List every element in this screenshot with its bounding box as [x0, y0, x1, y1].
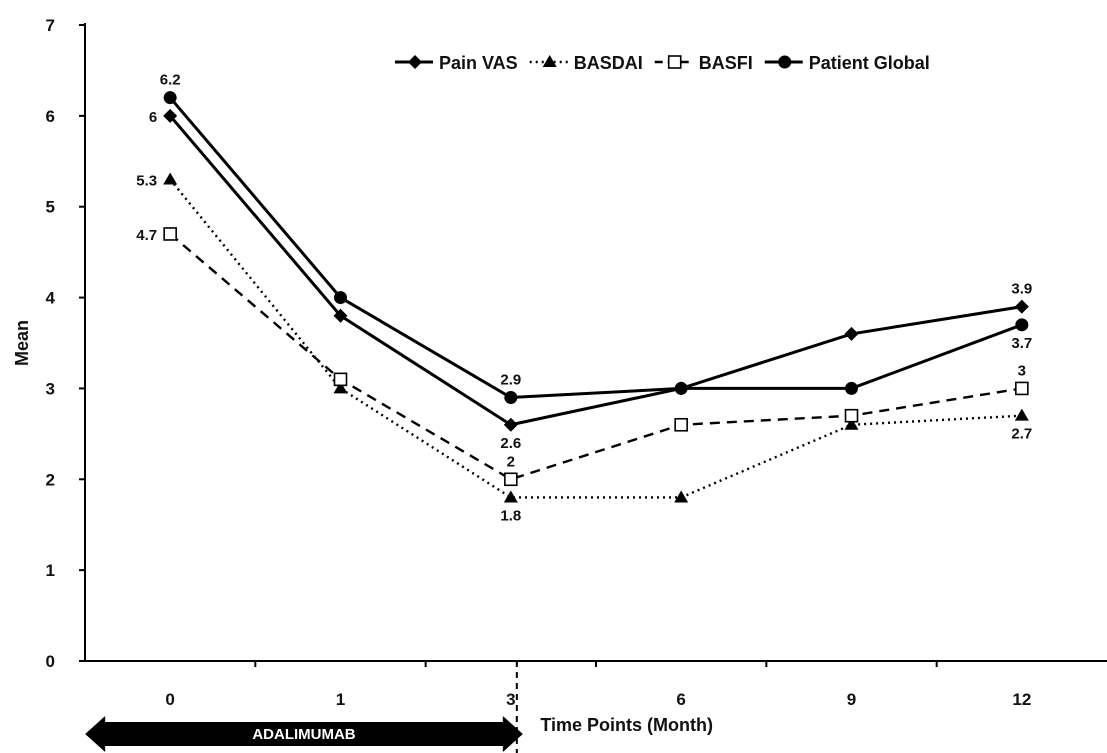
y-tick-label: 1	[46, 561, 55, 580]
x-tick-label: 0	[165, 690, 174, 709]
data-point-marker	[844, 326, 859, 341]
data-label: 2	[507, 453, 515, 470]
series-line	[169, 96, 1023, 400]
data-point-marker	[163, 172, 178, 185]
treatment-band-label: ADALIMUMAB	[252, 726, 355, 743]
series-patient-global	[163, 91, 1029, 405]
legend-label: BASFI	[699, 53, 753, 73]
x-tick-label: 3	[506, 690, 515, 709]
legend-marker-swatch	[542, 55, 557, 67]
series-basdai	[163, 172, 1029, 503]
legend-marker-swatch	[778, 55, 792, 69]
data-point-marker	[163, 91, 177, 105]
data-label: 3	[1018, 362, 1026, 379]
series-basfi	[163, 227, 1029, 487]
data-point-marker	[334, 291, 347, 305]
x-tick-label: 9	[847, 690, 856, 709]
data-point-marker	[163, 227, 177, 241]
data-point-marker	[844, 408, 859, 423]
data-point-marker	[674, 381, 688, 395]
data-label: 4.7	[136, 227, 157, 244]
x-tick-label: 6	[676, 690, 685, 709]
data-point-marker	[844, 417, 859, 430]
data-label: 6.2	[160, 72, 181, 89]
data-point-marker	[504, 391, 518, 405]
y-tick-label: 6	[46, 107, 55, 126]
y-tick-label: 4	[46, 289, 56, 308]
data-point-marker	[333, 372, 348, 387]
legend: Pain VAS BASDAI BASFI Patient Global	[395, 53, 930, 73]
legend-label: Patient Global	[809, 53, 930, 73]
y-tick-label: 0	[46, 652, 55, 671]
legend-item: BASFI	[654, 53, 753, 73]
y-tick-label: 2	[46, 470, 55, 489]
data-label: 6	[149, 109, 157, 126]
y-tick-label: 7	[46, 16, 55, 35]
treatment-band: ADALIMUMAB	[85, 716, 523, 752]
data-label: 1.8	[500, 507, 521, 524]
data-label: 3.7	[1011, 335, 1032, 352]
legend-marker-swatch	[667, 55, 682, 69]
y-tick-label: 5	[46, 198, 55, 217]
data-point-marker	[503, 490, 518, 503]
series-pain-vas	[163, 108, 1029, 432]
data-label: 3.9	[1011, 281, 1032, 298]
treatment-band-arrow	[85, 716, 523, 752]
series-line	[169, 114, 1023, 427]
data-label: 2.6	[500, 435, 521, 452]
x-axis-title: Time Points (Month)	[540, 715, 713, 735]
data-point-marker	[163, 108, 178, 123]
data-point-marker	[504, 472, 518, 487]
data-point-marker	[845, 381, 858, 395]
data-label: 5.3	[136, 172, 157, 189]
data-point-marker	[333, 381, 348, 394]
legend-item: BASDAI	[529, 53, 643, 73]
legend-item: Pain VAS	[395, 53, 518, 73]
legend-marker-swatch	[408, 55, 422, 69]
data-label: 2.7	[1011, 426, 1032, 443]
series-line	[169, 233, 1023, 481]
legend-label: BASDAI	[574, 53, 643, 73]
data-point-marker	[674, 490, 689, 503]
data-point-marker	[1015, 318, 1029, 332]
data-point-marker	[1014, 408, 1029, 421]
series-line	[169, 178, 1022, 499]
data-label: 2.9	[500, 372, 521, 389]
x-tick-label: 12	[1012, 690, 1031, 709]
data-point-marker	[503, 417, 518, 432]
data-point-marker	[333, 308, 348, 323]
x-tick-label: 1	[336, 690, 345, 709]
legend-item: Patient Global	[764, 53, 930, 73]
y-axis-title: Mean	[12, 320, 32, 366]
data-point-marker	[1014, 299, 1029, 314]
data-point-marker	[674, 417, 688, 432]
y-tick-label: 3	[46, 379, 55, 398]
legend-label: Pain VAS	[439, 53, 518, 73]
data-point-marker	[1015, 381, 1029, 396]
